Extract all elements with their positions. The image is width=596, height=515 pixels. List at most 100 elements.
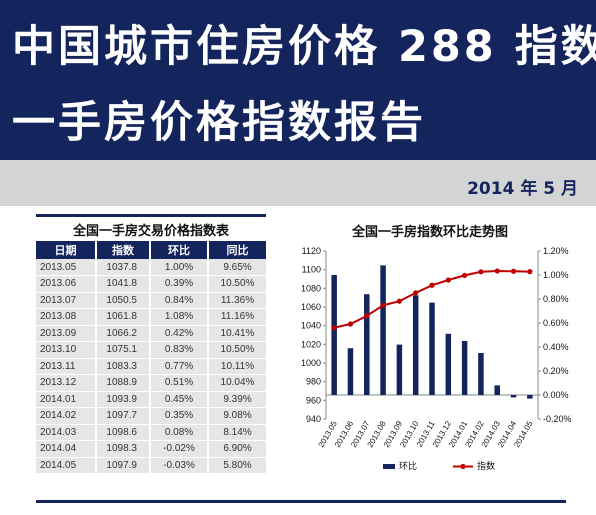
bar-mom [445,333,452,395]
index-point [429,282,435,288]
col-header-date: 日期 [36,241,97,259]
cell-date: 2014.01 [36,391,97,408]
cell-yoy: 10.50% [208,275,266,293]
right-axis-tick-label: 0.40% [543,342,569,352]
bar-mom [510,395,517,398]
cell-index: 1037.8 [96,259,151,276]
report-title-line2: 一手房价格指数报告 [12,98,426,148]
table-body: 2013.05 1037.8 1.00% 9.65% 2013.06 1041.8 0.39… [36,259,266,474]
bottom-rule [36,500,566,503]
cell-date: 2013.06 [36,275,97,293]
index-point [527,269,533,275]
cell-yoy: 10.11% [208,358,266,375]
index-point [396,298,402,304]
legend-line-label: 指数 [477,460,495,471]
index-point [478,269,484,275]
cell-index: 1066.2 [96,325,151,342]
bar-mom [347,348,354,395]
cell-index: 1061.8 [96,308,151,326]
index-point [510,268,517,274]
left-axis-tick-label: 1100 [302,265,321,275]
bar-mom [396,344,403,395]
table-row: 2013.08 1061.8 1.08% 11.16% [36,308,266,326]
cell-mom: 1.08% [150,308,209,326]
table-row: 2013.09 1066.2 0.42% 10.41% [36,325,266,342]
cell-yoy: 5.80% [208,457,266,474]
cell-mom: 1.00% [150,259,209,276]
cell-mom: 0.45% [150,391,209,408]
index-point [331,325,337,331]
table-row: 2014.04 1098.3 -0.02% 6.90% [36,440,266,458]
table-row: 2014.03 1098.6 0.08% 8.14% [36,424,266,441]
chart-title: 全国一手房指数环比走势图 [351,225,508,240]
cell-yoy: 9.39% [208,391,266,408]
cell-mom: 0.08% [150,424,209,441]
cell-yoy: 6.90% [208,440,266,458]
cell-index: 1098.3 [96,440,151,458]
cell-yoy: 9.08% [208,407,266,425]
table-row: 2013.12 1088.9 0.51% 10.04% [36,374,266,392]
cell-yoy: 10.04% [208,374,266,392]
cell-yoy: 11.36% [208,292,266,309]
left-axis-tick-label: 1120 [302,246,321,256]
table-title-rule [36,214,266,217]
cell-date: 2013.11 [36,358,97,375]
legend-line-marker [460,463,466,470]
cell-yoy: 10.41% [208,325,266,342]
table-row: 2014.02 1097.7 0.35% 9.08% [36,407,266,425]
table-row: 2013.11 1083.3 0.77% 10.11% [36,358,266,375]
right-axis-tick-label: 0.60% [543,318,569,328]
index-point [462,272,468,278]
cell-yoy: 9.65% [208,259,266,276]
price-index-table: 日期 指数 环比 同比 2013.05 1037.8 1.00% 9.65% 2013.… [36,241,266,474]
bar-mom [478,353,484,395]
left-axis-tick-label: 1060 [301,302,321,312]
cell-date: 2014.04 [36,440,97,458]
cell-mom: 0.77% [150,358,209,375]
cell-mom: 0.84% [150,292,209,309]
left-axis-tick-label: 960 [306,395,321,405]
cell-index: 1088.9 [96,374,151,392]
index-point [347,321,354,327]
cell-index: 1097.7 [96,407,151,425]
cell-index: 1097.9 [96,457,151,474]
cell-yoy: 8.14% [208,424,266,441]
right-axis-tick-label: 1.00% [543,270,569,280]
cell-date: 2013.09 [36,325,97,342]
bar-mom [412,295,419,395]
report-date: 2014 年 5 月 [467,179,578,199]
bar-mom [494,385,500,395]
table-header-row: 日期 指数 环比 同比 [36,241,266,259]
table-row: 2014.05 1097.9 -0.03% 5.80% [36,457,266,474]
cell-date: 2013.05 [36,259,97,276]
bar-mom [364,294,370,395]
cell-mom: 0.83% [150,341,209,359]
bar-mom [380,265,386,395]
index-point [445,277,451,283]
index-point [494,268,500,274]
cell-index: 1098.6 [96,424,151,441]
cell-date: 2013.12 [36,374,97,392]
cell-mom: 0.42% [150,325,209,342]
cell-yoy: 11.16% [208,308,266,326]
cell-mom: 0.51% [150,374,209,392]
mom-trend-chart: 940 960 980 1000 1020 1040 1060 1080 1100 1120 -0.… [301,246,572,471]
cell-yoy: 10.50% [208,341,266,359]
bar-mom [527,395,533,399]
left-axis-tick-label: 940 [306,414,321,424]
col-header-mom: 环比 [150,241,209,259]
left-axis-tick-label: 1020 [301,339,321,349]
cell-date: 2014.02 [36,407,97,425]
cell-index: 1041.8 [96,275,151,293]
cell-date: 2014.03 [36,424,97,441]
index-point [413,290,419,296]
cell-date: 2014.05 [36,457,97,474]
bar-mom [331,275,337,395]
right-axis-tick-label: 0.80% [543,294,569,304]
cell-mom: -0.03% [150,457,209,474]
legend-bar-label: 环比 [399,460,417,471]
legend-bar-swatch [383,464,395,469]
cell-index: 1050.5 [96,292,151,309]
cell-mom: 0.35% [150,407,209,425]
left-axis-tick-label: 1080 [301,283,321,293]
